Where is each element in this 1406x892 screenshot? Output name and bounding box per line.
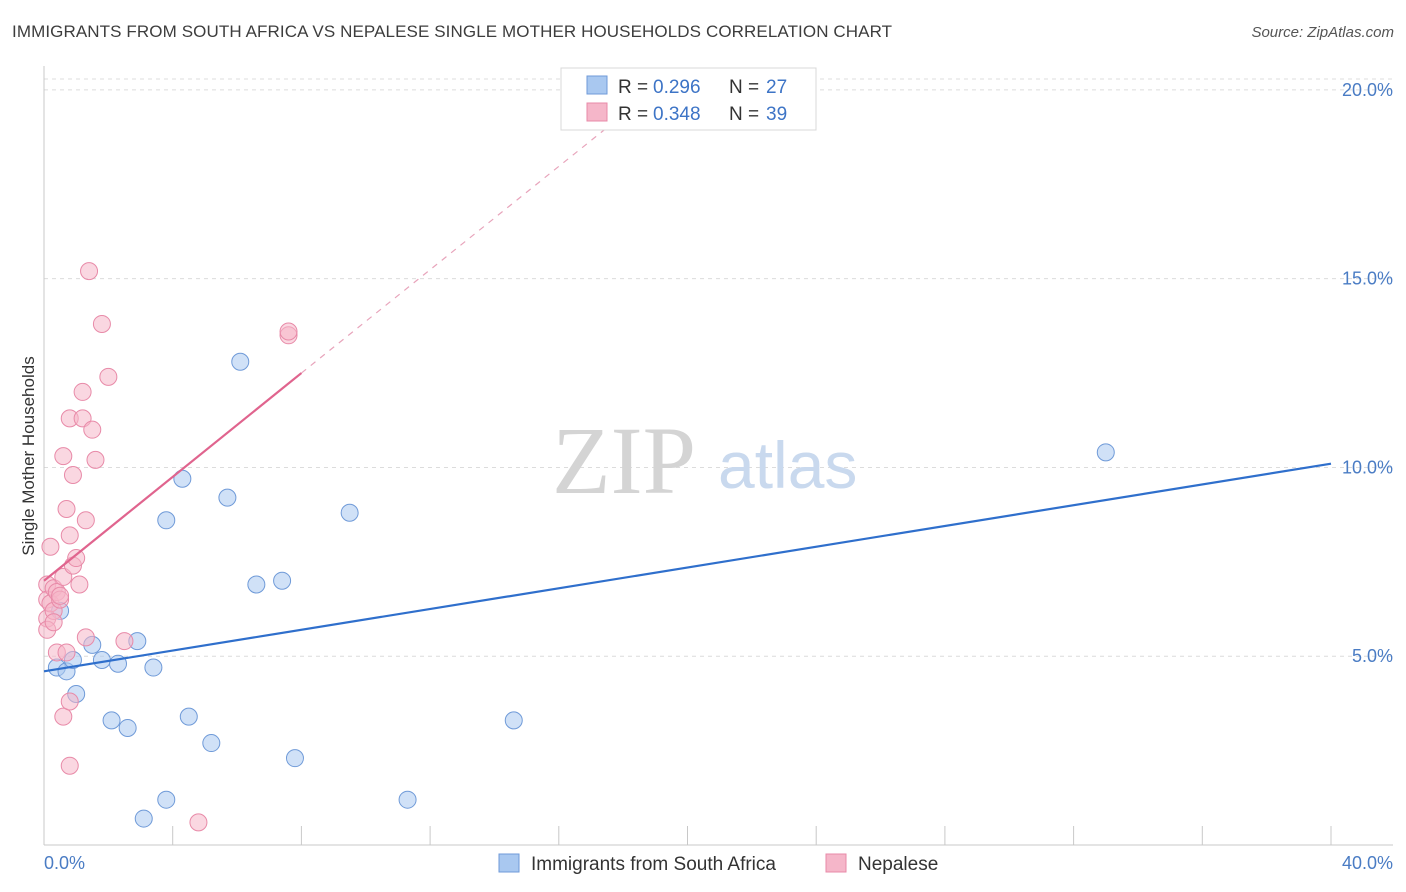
pink-data-point [60, 692, 79, 711]
pink-data-point [60, 526, 79, 545]
blue-data-point [134, 809, 153, 828]
pink-data-point [51, 586, 70, 605]
legend-swatch-pink [586, 102, 608, 122]
legend-n-label-blue: N = [729, 77, 759, 98]
legend-r-label-pink: R = [618, 104, 648, 125]
blue-trend-line [43, 462, 1332, 673]
blue-data-point [285, 749, 304, 768]
blue-data-point [1096, 443, 1115, 462]
blue-data-point [247, 575, 266, 594]
chart-title: IMMIGRANTS FROM SOUTH AFRICA VS NEPALESE… [12, 22, 893, 41]
blue-data-point [102, 711, 121, 730]
pink-data-point [80, 262, 99, 281]
legend-r-value-blue: 0.296 [653, 77, 701, 98]
blue-data-point [202, 734, 221, 753]
pink-data-point [76, 511, 95, 530]
trend-lines [43, 127, 1332, 673]
legend-n-label-pink: N = [729, 104, 759, 125]
pink-data-point [279, 322, 298, 341]
series-legend-label-pink: Nepalese [858, 854, 938, 875]
legend-r-value-pink: 0.348 [653, 104, 701, 125]
axes [43, 66, 1393, 846]
legend-box: R = 0.296 N = 27 R = 0.348 N = 39 [560, 67, 817, 131]
y-tick-label: 15.0% [1342, 269, 1393, 289]
blue-data-point [144, 658, 163, 677]
series-legend-label-blue: Immigrants from South Africa [531, 854, 776, 875]
pink-trend-line [43, 372, 303, 582]
pink-data-point [70, 575, 89, 594]
pink-data-point [189, 813, 208, 832]
blue-data-point [340, 503, 359, 522]
series-legend-swatch-pink [825, 853, 847, 873]
x-tick-label: 0.0% [44, 853, 85, 873]
blue-data-point [118, 718, 137, 737]
pink-data-point [115, 632, 134, 651]
pink-data-point [67, 549, 86, 568]
data-points [38, 262, 1115, 832]
pink-data-point [57, 499, 76, 518]
pink-trend-extension [301, 127, 608, 374]
pink-data-point [83, 420, 102, 439]
pink-data-point [99, 367, 118, 386]
blue-data-point [157, 790, 176, 809]
pink-data-point [54, 707, 73, 726]
watermark: ZIP atlas [552, 407, 857, 514]
blue-data-point [231, 352, 250, 371]
y-tick-label: 10.0% [1342, 457, 1393, 477]
y-tick-label: 5.0% [1352, 646, 1393, 666]
legend-n-value-pink: 39 [766, 104, 787, 125]
chart-source: Source: ZipAtlas.com [1251, 24, 1394, 41]
pink-data-point [92, 314, 111, 333]
legend-r-label-blue: R = [618, 77, 648, 98]
blue-data-point [273, 571, 292, 590]
legend-swatch-blue [586, 75, 608, 95]
legend-n-value-blue: 27 [766, 77, 787, 98]
blue-data-point [218, 488, 237, 507]
pink-data-point [63, 465, 82, 484]
pink-data-point [41, 537, 60, 556]
x-tick-label: 40.0% [1342, 853, 1393, 873]
pink-data-point [54, 447, 73, 466]
watermark-atlas: atlas [718, 428, 857, 502]
pink-data-point [60, 756, 79, 775]
series-legend-swatch-blue [498, 853, 520, 873]
series-legend: Immigrants from South Africa Nepalese [498, 853, 938, 875]
pink-data-point [73, 382, 92, 401]
y-tick-label: 20.0% [1342, 80, 1393, 100]
tick-labels: 5.0% 10.0% 15.0% 20.0% 0.0% 40.0% [44, 80, 1393, 873]
blue-data-point [398, 790, 417, 809]
pink-data-point [76, 628, 95, 647]
blue-data-point [179, 707, 198, 726]
y-axis-title: Single Mother Households [19, 356, 38, 555]
watermark-zip: ZIP [552, 407, 696, 514]
pink-data-point [57, 643, 76, 662]
pink-data-point [86, 450, 105, 469]
blue-data-point [504, 711, 523, 730]
pink-data-point [44, 613, 63, 632]
blue-data-point [157, 511, 176, 530]
